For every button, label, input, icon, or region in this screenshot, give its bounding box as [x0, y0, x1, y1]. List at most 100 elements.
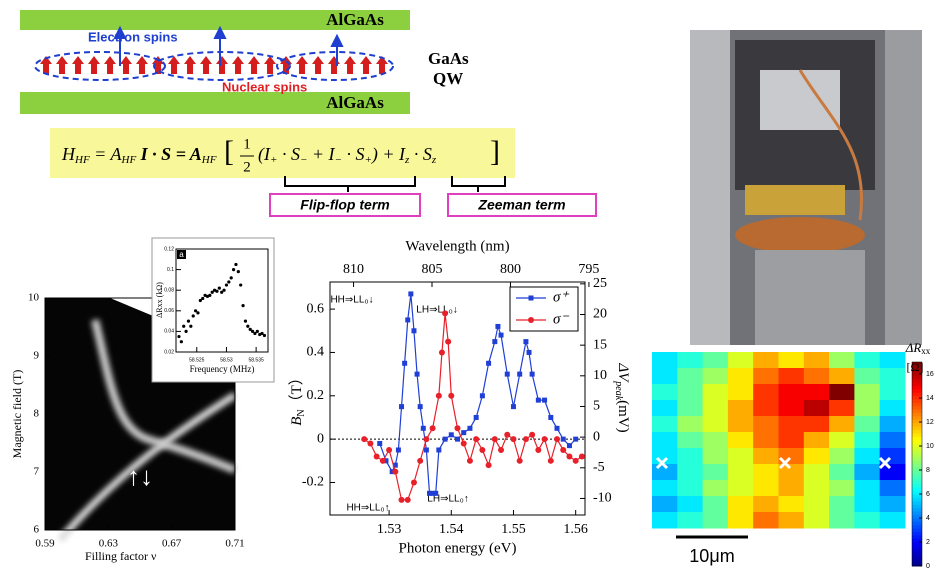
tick-label: 0.63 [99, 538, 119, 550]
heat-cell [778, 384, 805, 401]
tick-label: 1.53 [377, 522, 402, 537]
tick-label: 0.71 [225, 538, 244, 550]
heat-cell [677, 384, 704, 401]
colorbar-slice [912, 545, 922, 550]
heat-cell [778, 496, 805, 513]
heat-cell [829, 400, 855, 417]
layer [20, 92, 410, 114]
colorbar-slice [912, 535, 922, 540]
heat-cell [677, 512, 704, 529]
heat-cell [753, 496, 779, 513]
label-part: (mV) [615, 400, 631, 433]
tick-label: 1.56 [563, 522, 588, 537]
heat-cell [727, 384, 754, 401]
data-point [448, 432, 454, 438]
label-part: （T） [288, 370, 305, 409]
tick-label: 1.55 [501, 522, 526, 537]
data-point [445, 338, 452, 345]
data-point [467, 425, 473, 431]
data-point [526, 349, 532, 355]
bracket: [ [224, 135, 234, 168]
heat-cell [829, 448, 855, 465]
heat-cell [702, 432, 729, 449]
colorbar-slice [912, 515, 922, 519]
heat-cell [702, 464, 729, 481]
colorbar-slice [912, 382, 922, 387]
data-point [510, 436, 517, 443]
eq-part: = A [90, 144, 123, 164]
tick-label: -5 [593, 460, 605, 475]
tick-label: 810 [343, 262, 364, 277]
term-box [447, 193, 597, 217]
data-point [367, 440, 374, 447]
heat-cell [727, 400, 754, 417]
axis-label: Magnetic field (T) [10, 370, 24, 459]
heat-cell [702, 480, 729, 497]
layer [20, 10, 410, 30]
colorbar-slice [912, 430, 922, 434]
nuclear-arrow [328, 56, 340, 74]
data-point [473, 414, 479, 420]
heat-cell [727, 496, 754, 513]
nuclear-arrow [312, 56, 324, 74]
data-point [430, 490, 436, 496]
colorbar-slice [912, 443, 922, 448]
tick-label: 0.6 [307, 301, 325, 316]
heat-cell [677, 352, 704, 369]
colorbar-slice [912, 491, 922, 496]
colorbar-slice [912, 416, 922, 421]
heat-cell [677, 400, 704, 417]
data-point [438, 349, 445, 356]
heat-cell [829, 464, 855, 481]
heat-cell [803, 400, 830, 417]
label-part: ΔR [905, 340, 922, 355]
heat-cell [854, 416, 881, 433]
term-label: Flip-flop term [300, 197, 389, 213]
heat-cell [829, 416, 855, 433]
heat-cell [702, 448, 729, 465]
heat-cell [879, 432, 906, 449]
tick-label: 0 [317, 431, 324, 446]
tick-label: 800 [500, 262, 521, 277]
photo-foil [760, 70, 840, 130]
data-point [523, 339, 529, 345]
heat-cell [652, 512, 678, 529]
heat-cell [829, 480, 855, 497]
data-point [479, 446, 486, 453]
tick-label: 58.535 [248, 357, 264, 363]
data-point [402, 360, 408, 366]
data-point [455, 436, 460, 442]
heat-cell [652, 480, 678, 497]
data-point [241, 304, 245, 308]
heat-cell [854, 480, 881, 497]
tick-label: 795 [578, 262, 599, 277]
colorbar-slice [912, 498, 922, 502]
electron-arrows [113, 25, 344, 66]
data-point [208, 293, 212, 297]
heat-cell [652, 400, 678, 417]
nuclear-arrow [248, 56, 260, 74]
term-box [269, 193, 421, 217]
heat-cell [753, 352, 779, 369]
heat-cell [652, 496, 678, 513]
data-point [383, 458, 389, 464]
data-point [179, 340, 183, 344]
heat-cell [753, 480, 779, 497]
data-point [234, 262, 238, 267]
data-point [454, 425, 461, 432]
tick-label: 1.54 [439, 522, 464, 537]
data-point [573, 436, 579, 442]
axis-label: Frequency (MHz) [190, 364, 255, 374]
data-point [217, 286, 221, 290]
nuclear-arrow [168, 56, 180, 74]
data-point [404, 496, 411, 503]
heat-cell [778, 512, 805, 529]
data-point [429, 425, 436, 432]
data-point [227, 280, 231, 284]
data-point [566, 443, 572, 449]
tick-label: 20 [593, 307, 607, 322]
tick-label: 8 [926, 467, 930, 474]
data-point [542, 397, 548, 403]
path [213, 25, 227, 39]
data-point [420, 425, 426, 431]
